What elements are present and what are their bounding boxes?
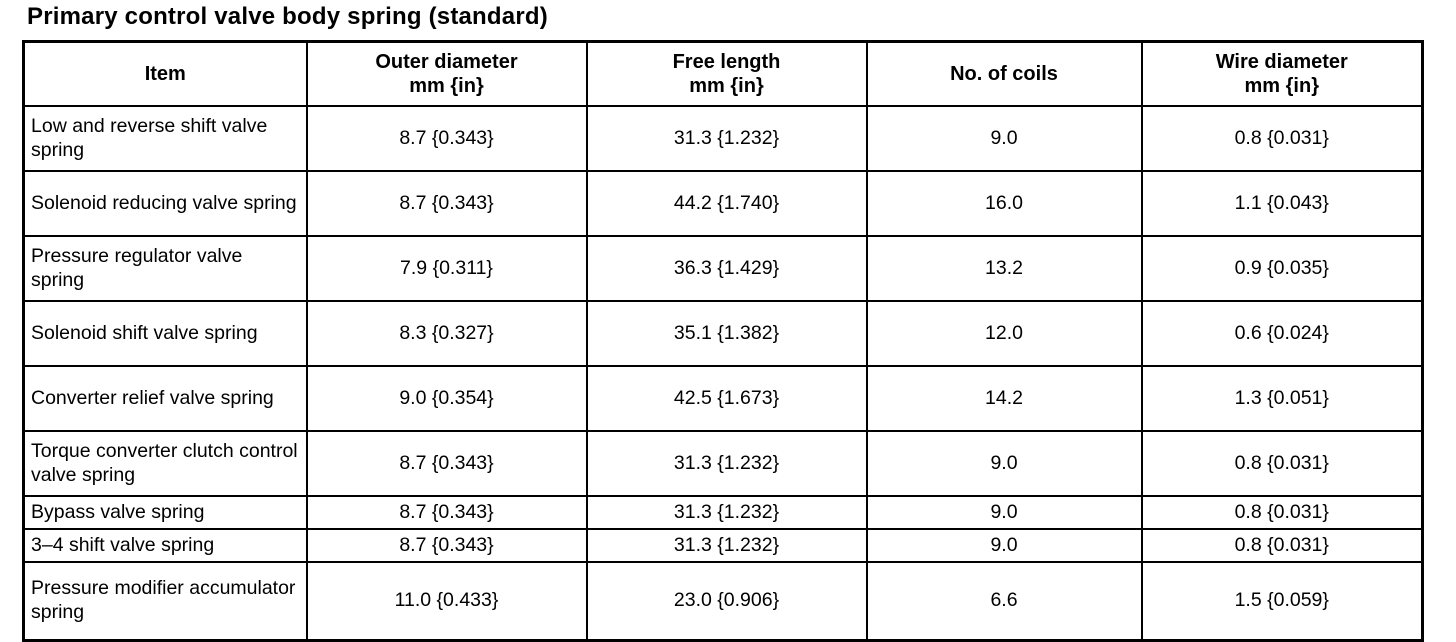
cell-no-of-coils: 16.0 <box>865 170 1143 237</box>
cell-no-of-coils: 9.0 <box>865 430 1143 497</box>
table-row: Solenoid shift valve spring 8.3 {0.327} … <box>22 300 1424 367</box>
cell-outer-diameter: 8.7 {0.343} <box>305 105 588 172</box>
cell-outer-diameter: 9.0 {0.354} <box>305 365 588 432</box>
cell-free-length: 31.3 {1.232} <box>585 105 868 172</box>
cell-free-length: 35.1 {1.382} <box>585 300 868 367</box>
column-label: Free length <box>672 50 781 73</box>
cell-item: 3–4 shift valve spring <box>22 528 308 563</box>
cell-item: Pressure modifier accumulator spring <box>22 561 308 642</box>
spec-table: Item Outer diameter mm {in} Free length mm… <box>22 40 1424 642</box>
cell-wire-diameter: 1.5 {0.059} <box>1140 561 1424 642</box>
cell-item: Bypass valve spring <box>22 495 308 530</box>
cell-wire-diameter: 0.8 {0.031} <box>1140 105 1424 172</box>
column-unit: mm {in} <box>689 75 764 97</box>
table-row: Bypass valve spring 8.7 {0.343} 31.3 {1.… <box>22 495 1424 530</box>
cell-outer-diameter: 8.7 {0.343} <box>305 170 588 237</box>
column-unit: mm {in} <box>1244 75 1319 97</box>
cell-item: Pressure regulator valve spring <box>22 235 308 302</box>
table-header-row: Item Outer diameter mm {in} Free length mm… <box>22 40 1424 107</box>
cell-outer-diameter: 7.9 {0.311} <box>305 235 588 302</box>
cell-outer-diameter: 8.7 {0.343} <box>305 430 588 497</box>
cell-outer-diameter: 8.7 {0.343} <box>305 495 588 530</box>
cell-free-length: 42.5 {1.673} <box>585 365 868 432</box>
column-unit: mm {in} <box>409 75 484 97</box>
column-label: Item <box>144 62 186 85</box>
column-label: Wire diameter <box>1215 50 1348 73</box>
column-header-no-of-coils: No. of coils <box>865 40 1143 107</box>
cell-no-of-coils: 9.0 <box>865 528 1143 563</box>
cell-wire-diameter: 1.3 {0.051} <box>1140 365 1424 432</box>
cell-wire-diameter: 1.1 {0.043} <box>1140 170 1424 237</box>
column-label: No. of coils <box>950 62 1058 85</box>
cell-free-length: 36.3 {1.429} <box>585 235 868 302</box>
cell-item: Converter relief valve spring <box>22 365 308 432</box>
table-row: Converter relief valve spring 9.0 {0.354… <box>22 365 1424 432</box>
cell-free-length: 23.0 {0.906} <box>585 561 868 642</box>
cell-item: Low and reverse shift valve spring <box>22 105 308 172</box>
table-row: Pressure regulator valve spring 7.9 {0.3… <box>22 235 1424 302</box>
column-header-outer-diameter: Outer diameter mm {in} <box>305 40 588 107</box>
cell-no-of-coils: 12.0 <box>865 300 1143 367</box>
column-header-free-length: Free length mm {in} <box>585 40 868 107</box>
cell-no-of-coils: 6.6 <box>865 561 1143 642</box>
cell-wire-diameter: 0.6 {0.024} <box>1140 300 1424 367</box>
cell-outer-diameter: 8.7 {0.343} <box>305 528 588 563</box>
cell-outer-diameter: 8.3 {0.327} <box>305 300 588 367</box>
column-label: Outer diameter <box>375 50 518 73</box>
cell-wire-diameter: 0.8 {0.031} <box>1140 430 1424 497</box>
cell-wire-diameter: 0.8 {0.031} <box>1140 495 1424 530</box>
cell-wire-diameter: 0.8 {0.031} <box>1140 528 1424 563</box>
cell-wire-diameter: 0.9 {0.035} <box>1140 235 1424 302</box>
cell-no-of-coils: 13.2 <box>865 235 1143 302</box>
cell-free-length: 44.2 {1.740} <box>585 170 868 237</box>
cell-free-length: 31.3 {1.232} <box>585 430 868 497</box>
cell-item: Torque converter clutch control valve sp… <box>22 430 308 497</box>
cell-item: Solenoid reducing valve spring <box>22 170 308 237</box>
page-title: Primary control valve body spring (stand… <box>27 3 548 30</box>
cell-no-of-coils: 14.2 <box>865 365 1143 432</box>
table-row: Solenoid reducing valve spring 8.7 {0.34… <box>22 170 1424 237</box>
cell-free-length: 31.3 {1.232} <box>585 495 868 530</box>
column-header-wire-diameter: Wire diameter mm {in} <box>1140 40 1424 107</box>
cell-outer-diameter: 11.0 {0.433} <box>305 561 588 642</box>
column-header-item: Item <box>22 40 308 107</box>
table-row: Low and reverse shift valve spring 8.7 {… <box>22 105 1424 172</box>
cell-free-length: 31.3 {1.232} <box>585 528 868 563</box>
cell-no-of-coils: 9.0 <box>865 105 1143 172</box>
table-row: Pressure modifier accumulator spring 11.… <box>22 561 1424 642</box>
table-row: Torque converter clutch control valve sp… <box>22 430 1424 497</box>
cell-item: Solenoid shift valve spring <box>22 300 308 367</box>
table-row: 3–4 shift valve spring 8.7 {0.343} 31.3 … <box>22 528 1424 563</box>
cell-no-of-coils: 9.0 <box>865 495 1143 530</box>
